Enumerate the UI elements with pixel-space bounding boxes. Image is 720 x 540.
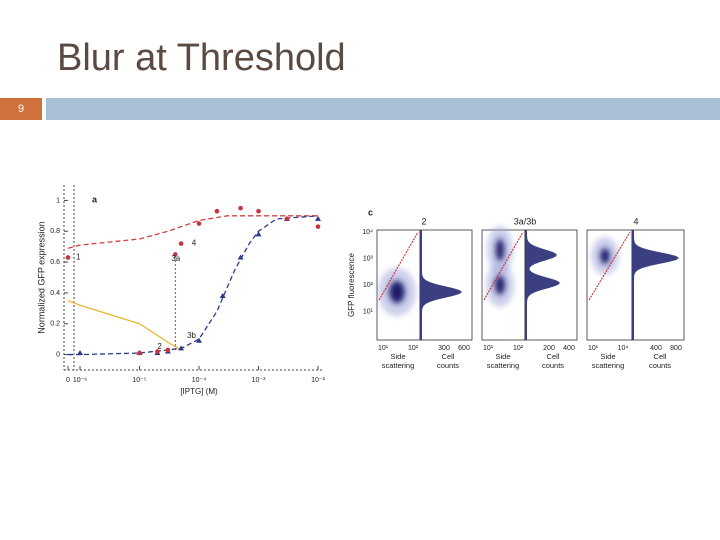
fit-curve [68, 215, 319, 356]
data-point [155, 349, 160, 354]
figure-a-bg [33, 183, 333, 398]
x-tick-label: 10¹ [588, 345, 599, 352]
x-tick-label: 10⁻⁶ [73, 377, 87, 384]
x-tick-label: 10⁻⁴ [192, 377, 207, 384]
threshold-line [483, 231, 524, 301]
y-tick-label: 10¹ [363, 308, 374, 315]
x-tick-label: 400 [563, 345, 575, 352]
x-tick-label: 10⁻³ [252, 377, 266, 384]
y-tick-label: 10⁴ [362, 229, 373, 236]
data-point [77, 350, 83, 356]
panel-label: a [92, 194, 98, 204]
group-title: 4 [633, 216, 638, 226]
x-axis-label: Cell counts [437, 352, 459, 370]
figure-c: c GFP fluorescence 10⁴ 10³ 10² 10¹ 2 10¹ 10² 300 6… [347, 207, 685, 370]
y-axis-label: GFP fluorescence [347, 253, 356, 317]
annotation: 1 [76, 253, 81, 262]
x-tick-label: 10¹ [483, 345, 494, 352]
x-tick-label: 300 [438, 345, 450, 352]
x-tick-label: 200 [543, 345, 555, 352]
data-point [196, 337, 202, 343]
threshold-line [588, 231, 631, 301]
cell-cloud [495, 275, 505, 295]
x-tick-label: 400 [650, 345, 662, 352]
histogram [632, 230, 679, 340]
x-axis-label: Cell counts [542, 352, 564, 370]
y-tick-label: 0.6 [50, 259, 60, 266]
data-point [315, 215, 321, 221]
cell-cloud [389, 280, 405, 304]
data-point [196, 221, 202, 226]
x-tick-label: 10¹ [378, 345, 389, 352]
x-tick-label: 800 [670, 345, 682, 352]
group-title: 3a/3b [514, 216, 537, 226]
y-tick-label: 1 [56, 197, 60, 204]
x-tick-label: 10⁻⁵ [132, 377, 146, 384]
data-point [237, 254, 244, 260]
histogram [420, 230, 462, 340]
x-tick-label: 10⁴ [618, 345, 629, 352]
x-tick-label: 10⁻² [311, 377, 325, 384]
data-point [219, 293, 226, 298]
data-point [178, 241, 184, 246]
group-title: 2 [421, 216, 426, 226]
x-axis-label: Side scattering [487, 352, 520, 370]
y-axis-label: Normalized GFP expression [36, 221, 46, 333]
data-point [165, 347, 171, 353]
data-point [214, 208, 220, 214]
x-axis-label: Side scattering [382, 352, 415, 370]
y-tick-label: 0.8 [50, 228, 60, 235]
x-tick-label: 10² [408, 345, 419, 352]
data-point [284, 216, 290, 222]
data-point [315, 224, 321, 229]
data-point [256, 208, 261, 214]
y-tick-label: 0 [56, 351, 60, 358]
data-point [178, 345, 185, 351]
data-point [238, 205, 243, 211]
x-axis-label: [IPTG] (M) [180, 387, 218, 396]
hist-box [631, 229, 685, 341]
fit-curve [67, 300, 182, 351]
annotation: 3a [171, 254, 180, 263]
cell-cloud [600, 248, 610, 264]
header-bar [46, 98, 720, 120]
histogram [525, 230, 560, 340]
y-tick-label: 0.4 [50, 290, 60, 297]
slide-title: Blur at Threshold [57, 37, 346, 79]
number-box [0, 98, 42, 120]
threshold-line [378, 231, 419, 301]
slide-number: 9 [18, 103, 24, 115]
x-tick-label: 0 [66, 377, 70, 384]
x-tick-label: 600 [458, 345, 470, 352]
x-tick-label: 10² [513, 345, 524, 352]
data-point [65, 255, 71, 260]
y-tick-label: 10³ [363, 255, 374, 262]
data-point [137, 350, 142, 356]
panel-label: c [368, 207, 373, 217]
y-tick-label: 0.2 [50, 321, 60, 328]
x-axis-label: Cell counts [649, 352, 671, 370]
annotation: 3b [187, 331, 196, 340]
annotation: 2 [157, 342, 162, 351]
annotation: 4 [192, 239, 197, 248]
data-point [255, 231, 262, 237]
y-tick-label: 10² [363, 282, 374, 289]
x-axis-label: Side scattering [592, 352, 625, 370]
data-point [173, 252, 178, 257]
cell-cloud [495, 238, 505, 262]
